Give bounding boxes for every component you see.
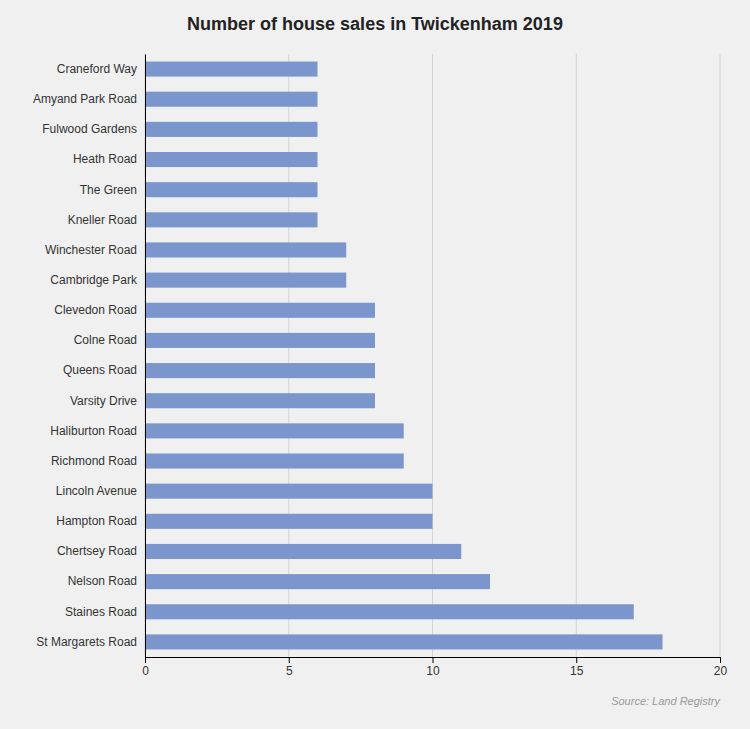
bar xyxy=(145,273,346,288)
bar xyxy=(145,92,318,107)
axis-line xyxy=(145,55,146,658)
y-axis: St Margarets Road Staines Road Nelson Road… xyxy=(33,55,146,658)
bar xyxy=(145,574,490,589)
annotation: Source: Land Registry xyxy=(611,695,721,707)
title: Number of house sales in Twickenham 2019 xyxy=(187,14,563,34)
tick-label: The Green xyxy=(80,183,137,197)
tick: Fulwood Gardens xyxy=(42,122,137,136)
bar xyxy=(145,393,375,408)
tick-label: Richmond Road xyxy=(51,454,137,468)
grid-line xyxy=(145,54,146,657)
tick: St Margarets Road xyxy=(36,635,137,649)
tick-mark xyxy=(289,657,290,663)
tick-label: St Margarets Road xyxy=(36,635,137,649)
tick: Kneller Road xyxy=(68,213,137,227)
bar xyxy=(145,514,433,529)
tick-label: 5 xyxy=(286,664,293,678)
tick-mark xyxy=(433,657,434,663)
bar xyxy=(145,182,318,197)
bar xyxy=(145,544,461,559)
grid-line xyxy=(576,54,577,657)
tick: 5 xyxy=(286,657,293,678)
tick: Chertsey Road xyxy=(57,544,137,558)
tick-label: Haliburton Road xyxy=(50,424,137,438)
tick-label: 20 xyxy=(714,664,728,678)
tick: Heath Road xyxy=(73,152,137,166)
bar xyxy=(145,604,634,619)
tick-label: Amyand Park Road xyxy=(33,92,137,106)
tick-label: 0 xyxy=(142,664,149,678)
tick-label: Heath Road xyxy=(73,152,137,166)
plot: 0 5 10 15 20 St Margarets Road Staines Road Nel… xyxy=(33,54,728,707)
tick: Cambridge Park xyxy=(50,273,138,287)
tick-label: Varsity Drive xyxy=(70,394,137,408)
tick: Varsity Drive xyxy=(70,394,137,408)
bar xyxy=(145,484,433,499)
tick-label: Staines Road xyxy=(65,605,137,619)
x-axis: 0 5 10 15 20 xyxy=(142,657,727,678)
tick: Amyand Park Road xyxy=(33,92,137,106)
tick: Haliburton Road xyxy=(50,424,137,438)
bar xyxy=(145,363,375,378)
tick-label: Lincoln Avenue xyxy=(56,484,138,498)
axis-line xyxy=(146,658,721,664)
tick: Richmond Road xyxy=(51,454,137,468)
tick: Hampton Road xyxy=(56,514,137,528)
tick-label: Clevedon Road xyxy=(54,303,137,317)
grid xyxy=(145,54,720,657)
tick: 0 xyxy=(142,657,149,678)
bar xyxy=(145,62,318,77)
bar xyxy=(145,152,318,167)
bar xyxy=(145,303,375,318)
bar xyxy=(145,212,318,227)
tick-label: Chertsey Road xyxy=(57,544,137,558)
tick: Queens Road xyxy=(63,363,137,377)
grid-line xyxy=(288,54,289,657)
tick: 10 xyxy=(426,657,440,678)
tick-label: Fulwood Gardens xyxy=(42,122,137,136)
tick: 20 xyxy=(714,657,728,678)
tick: Clevedon Road xyxy=(54,303,137,317)
chart: 0 5 10 15 20 St Margarets Road Staines Road Nel… xyxy=(0,0,750,729)
tick-label: Kneller Road xyxy=(68,213,137,227)
tick-label: Colne Road xyxy=(74,333,137,347)
tick-mark xyxy=(576,657,577,663)
tick: 15 xyxy=(570,657,584,678)
tick-label: Cambridge Park xyxy=(50,273,138,287)
bar xyxy=(145,242,346,257)
tick-label: Winchester Road xyxy=(45,243,137,257)
bar xyxy=(145,333,375,348)
bar xyxy=(145,423,404,438)
tick: Craneford Way xyxy=(57,62,137,76)
background xyxy=(0,0,750,729)
tick: Staines Road xyxy=(65,605,137,619)
tick-mark xyxy=(145,657,146,663)
tick-label: Craneford Way xyxy=(57,62,137,76)
tick-label: Queens Road xyxy=(63,363,137,377)
bars xyxy=(145,62,663,650)
tick-mark xyxy=(720,657,721,663)
bar xyxy=(145,634,663,649)
bar xyxy=(145,122,318,137)
grid-line xyxy=(720,54,721,657)
tick: Colne Road xyxy=(74,333,137,347)
tick: Lincoln Avenue xyxy=(56,484,138,498)
tick: The Green xyxy=(80,183,137,197)
tick: Nelson Road xyxy=(68,574,137,588)
tick-label: 15 xyxy=(570,664,584,678)
tick-label: Nelson Road xyxy=(68,574,137,588)
grid-line xyxy=(432,54,433,657)
tick-label: Hampton Road xyxy=(56,514,137,528)
tick-label: 10 xyxy=(426,664,440,678)
bar xyxy=(145,453,404,468)
tick: Winchester Road xyxy=(45,243,137,257)
